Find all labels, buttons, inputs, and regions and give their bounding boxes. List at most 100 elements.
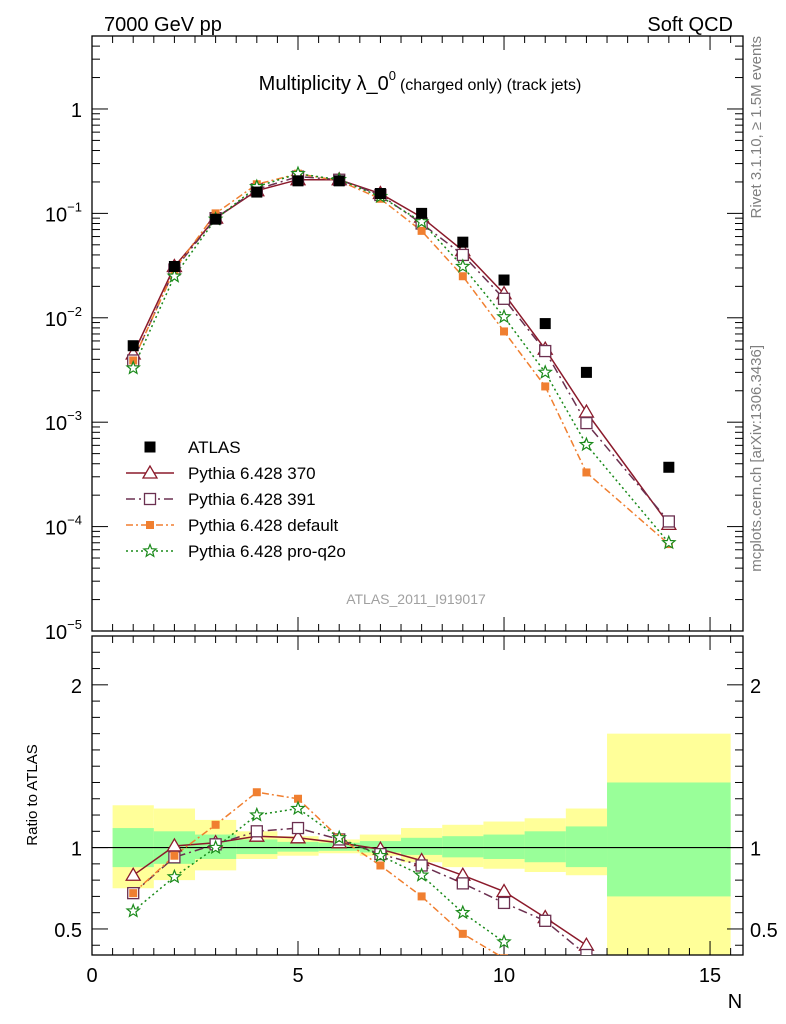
data-point <box>251 186 263 198</box>
y-tick-label: 10−4 <box>45 513 82 540</box>
legend-marker <box>143 492 157 506</box>
legend-label: Pythia 6.428 391 <box>188 490 316 509</box>
series-line <box>132 172 670 544</box>
data-point <box>413 213 430 229</box>
x-tick-label: 15 <box>699 965 721 987</box>
y-tick-label: 1 <box>71 100 82 122</box>
header-left: 7000 GeV pp <box>104 14 222 36</box>
data-point <box>578 436 595 452</box>
ratio-series <box>125 788 595 955</box>
data-point <box>458 272 467 281</box>
y-tick-base: 10 <box>45 204 67 226</box>
data-point <box>663 461 675 473</box>
data-point <box>537 364 553 379</box>
ratio-point <box>252 788 261 797</box>
ratio-frame <box>91 635 744 956</box>
legend-marker <box>142 542 158 558</box>
ratio-point <box>250 825 263 838</box>
side-label-bottom: mcplots.cern.ch [arXiv:1306.3436] <box>748 345 765 572</box>
data-point <box>416 207 428 219</box>
ratio-point <box>539 914 552 927</box>
y-tick-label: 10−3 <box>45 408 82 435</box>
y-tick-label: 10−2 <box>45 304 82 331</box>
green-band-bin <box>524 831 566 863</box>
data-point <box>497 292 511 305</box>
ratio-y-tick-label: 1 <box>71 839 82 861</box>
green-band-bin <box>565 826 608 868</box>
y-tick-exponent: −1 <box>67 199 82 214</box>
ratio-point <box>166 837 183 852</box>
data-point <box>539 344 552 358</box>
main-title: Multiplicity λ_00(charged only) (track j… <box>259 68 582 95</box>
y-tick-exponent: −4 <box>67 513 82 528</box>
y-tick-exponent: −2 <box>67 304 82 319</box>
data-point <box>417 226 426 235</box>
ratio-bands <box>112 733 731 955</box>
data-point <box>496 308 512 324</box>
ratio-point <box>376 861 385 870</box>
ratio-point <box>249 806 265 822</box>
y-tick-label: 10−5 <box>45 617 82 644</box>
data-point <box>166 268 183 283</box>
ratio-point <box>125 866 142 881</box>
ratio-y-tick-label-right: 2 <box>750 676 761 698</box>
ratio-line <box>132 791 500 955</box>
legend-marker <box>141 464 159 479</box>
series-line <box>132 172 670 545</box>
ratio-point <box>331 829 347 845</box>
main-series <box>125 165 677 550</box>
ratio-point <box>578 936 595 951</box>
data-point <box>539 318 551 330</box>
side-label-top: Rivet 3.1.10, ≥ 1.5M events <box>748 36 765 219</box>
ratio-point <box>413 867 430 882</box>
ratio-ylabel: Ratio to ATLAS <box>24 744 41 845</box>
data-point <box>500 327 509 336</box>
ratio-point <box>170 851 179 860</box>
data-point <box>127 340 139 352</box>
ratio-y-tick-label-right: 0.5 <box>750 920 778 942</box>
data-point <box>455 258 471 274</box>
legend-label: Pythia 6.428 pro-q2o <box>188 542 346 561</box>
ratio-point <box>211 820 220 829</box>
ratio-y-ticks <box>92 651 743 946</box>
legend-label: ATLAS <box>188 438 241 457</box>
ratio-point <box>289 829 307 844</box>
ratio-point <box>207 839 224 855</box>
green-band-bin <box>483 834 525 859</box>
data-point <box>292 175 304 187</box>
y-tick-exponent: −3 <box>67 408 82 423</box>
legend-label: Pythia 6.428 default <box>188 516 339 535</box>
ratio-point <box>294 794 303 803</box>
data-point <box>374 188 386 200</box>
ratio-point <box>290 800 306 816</box>
data-point <box>661 534 677 550</box>
data-point <box>582 468 591 477</box>
ratio-point <box>129 889 138 898</box>
header-right: Soft QCD <box>647 14 733 36</box>
data-point <box>457 236 469 248</box>
data-point <box>168 260 180 272</box>
ratio-point <box>580 948 593 955</box>
ratio-point <box>496 933 512 949</box>
ratio-point <box>291 821 305 835</box>
green-band-bin <box>442 836 484 858</box>
data-point <box>333 175 345 187</box>
ratio-point <box>500 954 509 955</box>
data-point <box>210 213 222 225</box>
y-tick-base: 10 <box>45 413 67 435</box>
green-band-bin <box>236 839 278 855</box>
ratio-point <box>166 868 183 884</box>
analysis-watermark: ATLAS_2011_I919017 <box>346 591 486 607</box>
ratio-point <box>417 892 426 901</box>
x-ticks <box>91 36 732 955</box>
main-y-ticks <box>92 35 743 632</box>
legend-marker <box>146 521 154 529</box>
x-tick-label: 10 <box>493 965 515 987</box>
data-point <box>580 366 592 378</box>
ratio-point <box>497 896 511 910</box>
y-tick-base: 10 <box>45 622 67 644</box>
ratio-y-tick-label: 0.5 <box>54 920 82 942</box>
data-point <box>580 416 593 430</box>
